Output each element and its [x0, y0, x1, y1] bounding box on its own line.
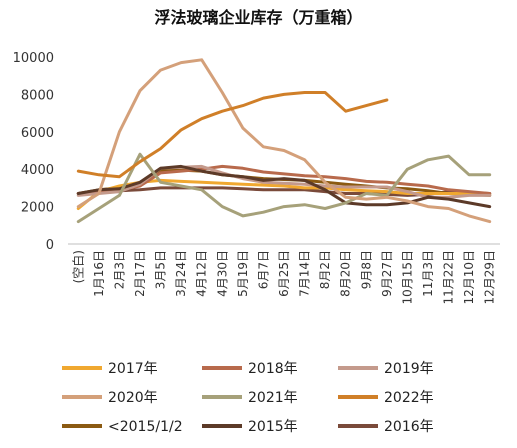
x-tick-label: 12月10日 — [462, 250, 476, 305]
x-tick-label: 8月20日 — [339, 250, 353, 297]
series-line — [76, 164, 492, 195]
legend-label: 2015年 — [248, 419, 298, 435]
legend-label: 2020年 — [108, 390, 158, 406]
legend-label: 2019年 — [384, 361, 434, 377]
series-line — [76, 152, 492, 224]
x-tick-label: 11月3日 — [421, 250, 435, 297]
legend-label: 2017年 — [108, 361, 158, 377]
y-axis: 0 2000 4000 6000 8000 10000 — [13, 51, 54, 253]
x-tick-label: 8月2日 — [318, 250, 332, 289]
series-line — [76, 91, 389, 179]
x-tick-label: 4月30日 — [215, 250, 229, 297]
x-tick-label: 5月19日 — [236, 250, 250, 297]
y-tick-label: 2000 — [21, 201, 54, 216]
x-tick-label: 10月15日 — [400, 250, 414, 305]
y-tick-label: 0 — [46, 238, 54, 253]
x-tick-label: 6月25日 — [277, 250, 291, 297]
x-tick-label: 1月16日 — [92, 250, 106, 297]
x-tick-label: 11月22日 — [442, 250, 456, 305]
legend-label: 2018年 — [248, 361, 298, 377]
y-tick-label: 8000 — [21, 88, 54, 103]
y-tick-label: 10000 — [13, 51, 54, 66]
y-tick-label: 6000 — [21, 126, 54, 141]
y-tick-label: 4000 — [21, 163, 54, 178]
legend-label: 2016年 — [384, 419, 434, 435]
x-tick-label: 12月29日 — [483, 250, 497, 305]
x-tick-label: 2月3日 — [112, 250, 126, 289]
x-tick-label: 9月8日 — [359, 250, 373, 289]
chart-title: 浮法玻璃企业库存（万重箱） — [154, 8, 363, 27]
x-tick-label: 3月24日 — [174, 250, 188, 297]
x-axis: (空白) 1月16日 2月3日 2月17日 3月5日 3月24日 4月12日 4月30日 5月1… — [68, 243, 500, 305]
legend-label: <2015/1/2 — [108, 419, 183, 435]
series-line — [76, 58, 492, 224]
x-tick-label: 6月7日 — [256, 250, 270, 289]
series-line — [76, 164, 492, 209]
legend-label: 2021年 — [248, 390, 298, 406]
x-tick-label: (空白) — [70, 250, 85, 283]
x-tick-label: 9月27日 — [380, 250, 394, 297]
legend-label: 2022年 — [384, 390, 434, 406]
x-tick-label: 7月14日 — [298, 250, 312, 297]
x-tick-label: 3月5日 — [154, 250, 168, 289]
x-tick-label: 2月17日 — [133, 250, 147, 297]
legend: 2017年 2018年 2019年 2020年 2021年 2022年 <2015/1/2 2… — [62, 361, 434, 435]
x-tick-label: 4月12日 — [195, 250, 209, 297]
series-lines — [76, 58, 492, 224]
